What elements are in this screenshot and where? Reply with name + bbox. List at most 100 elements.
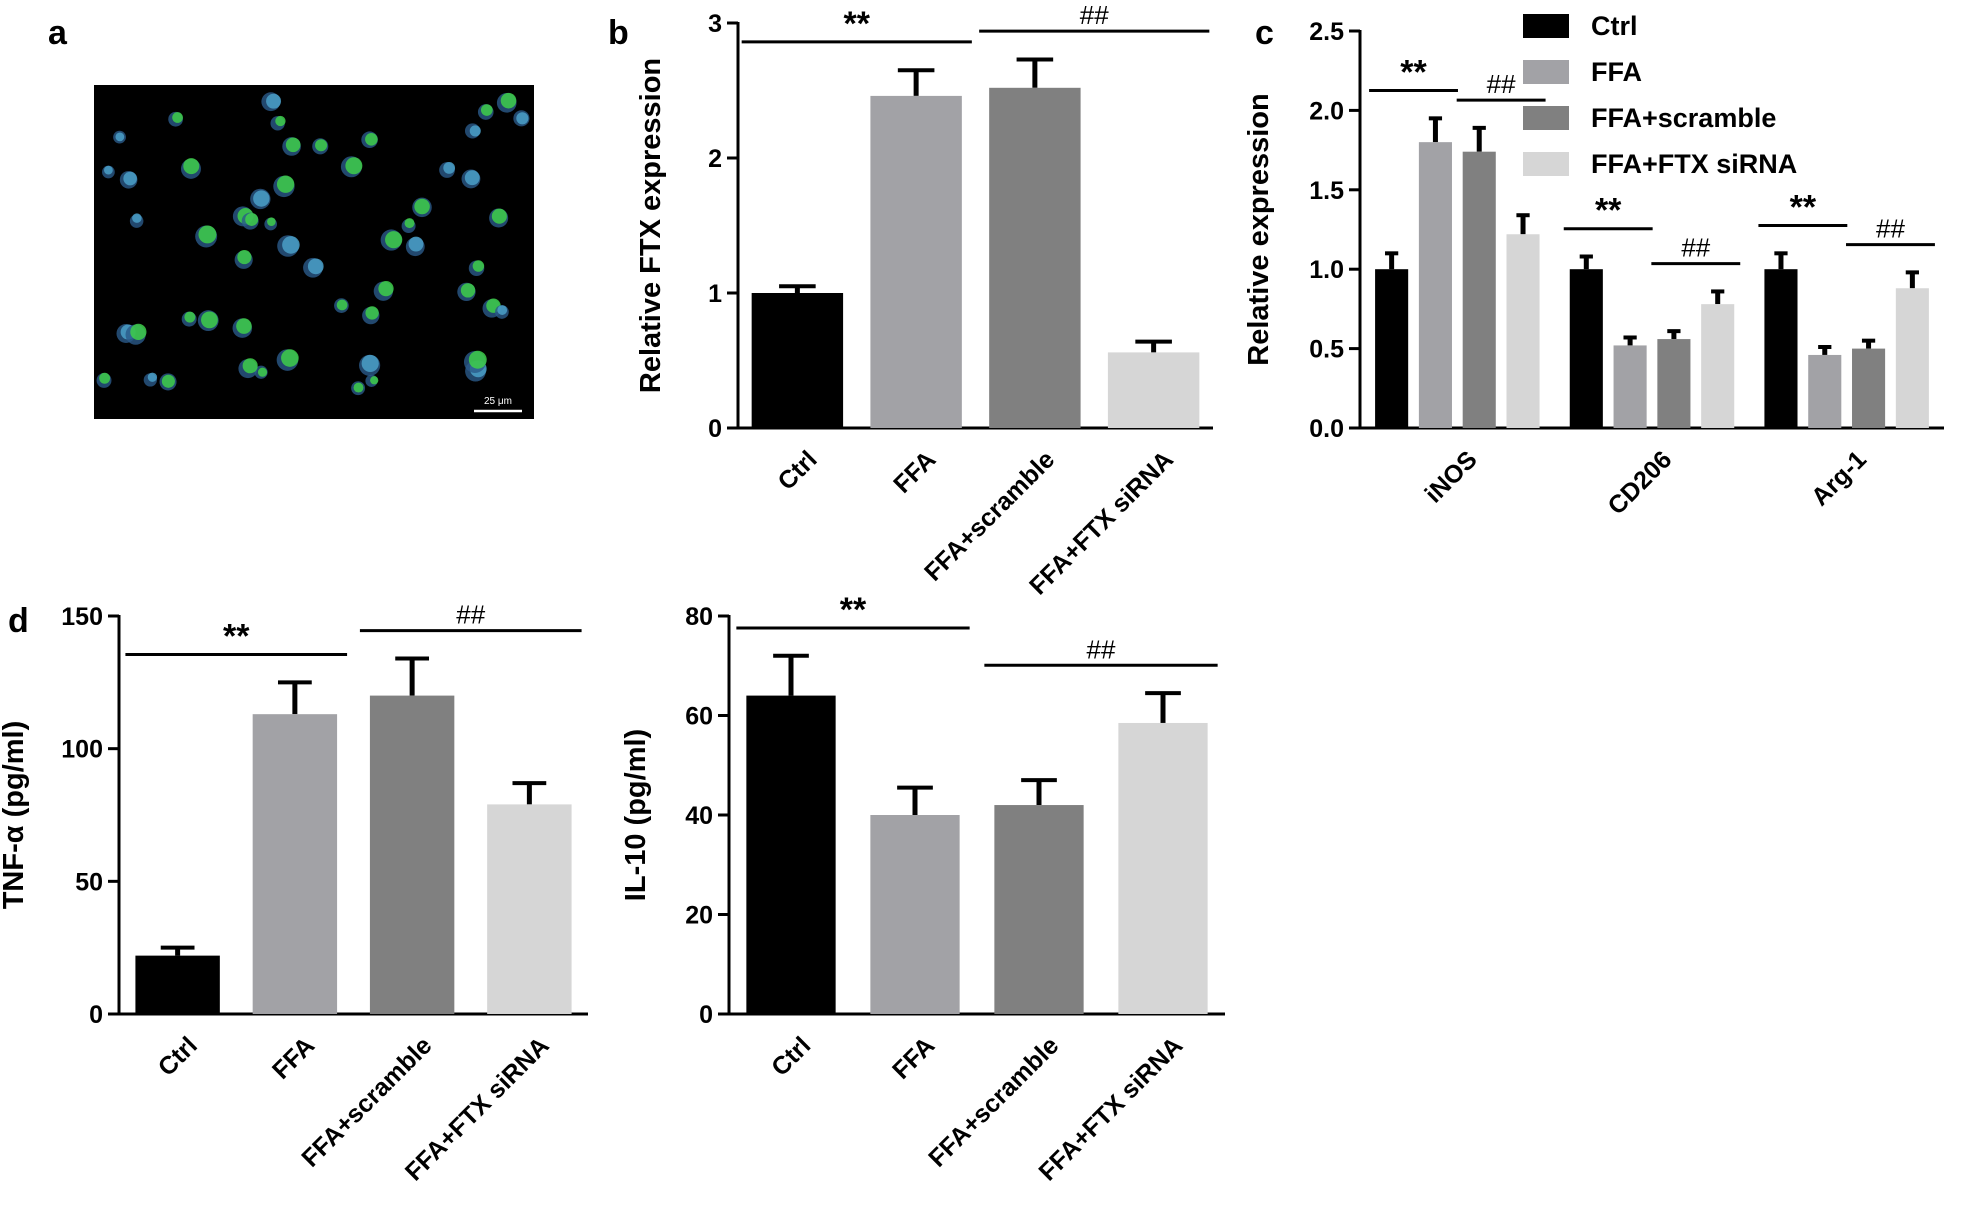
y-tick-label: 3 [708,10,722,38]
y-tick-label: 100 [61,736,103,764]
y-tick-label: 40 [685,802,713,830]
y-tick-label: 2.0 [1309,97,1344,125]
cell [378,280,394,297]
bar [1569,269,1603,428]
y-tick-label: 20 [685,902,713,930]
cell [365,306,379,320]
cell [443,162,456,174]
cell [472,260,485,272]
x-tick-label: FFA+scramble [923,1031,1064,1172]
significance-label: ## [456,600,485,630]
cell [161,374,175,388]
cell [236,318,252,334]
cell [266,93,282,109]
cell [353,382,364,393]
bar [1895,288,1929,428]
bar [252,714,338,1014]
significance-label: ** [840,591,867,629]
cell [242,358,258,374]
cell [201,311,218,329]
legend-swatch [1523,60,1569,84]
legend-swatch [1523,152,1569,176]
x-tick-label: FFA [267,1032,320,1085]
bar [1118,722,1208,1014]
scale-bar-label: 25 μm [484,396,512,407]
cell [282,236,300,254]
y-axis-label: TNF-α (pg/ml) [0,721,30,910]
significance-label: ## [1487,69,1516,99]
significance-label: ** [844,5,871,43]
cell [245,212,259,226]
significance-label: ** [1595,192,1622,230]
cell [132,213,142,223]
panel-label: c [1255,14,1274,52]
bar [1107,352,1200,428]
bar [1462,151,1496,429]
bar [1701,304,1735,428]
cell [307,258,324,275]
y-tick-label: 1 [708,280,722,308]
legend-label: FFA+scramble [1591,103,1776,133]
bar [1418,142,1452,428]
bar [487,804,572,1014]
cell [464,170,480,186]
y-tick-label: 0.0 [1309,415,1344,443]
x-tick-label: Ctrl [766,1032,816,1082]
cell [315,139,328,152]
panel-label: a [48,14,68,52]
cell [198,225,217,244]
cell [414,198,430,215]
bar [1764,269,1798,428]
bar [989,87,1081,429]
y-tick-label: 1.5 [1309,177,1344,205]
legend-label: FFA+FTX siRNA [1591,149,1797,179]
bar [1375,269,1409,428]
y-axis-label: IL-10 (pg/ml) [620,729,652,901]
bar [994,805,1084,1014]
legend-swatch [1523,14,1569,38]
cell [184,311,196,323]
bar [369,695,455,1014]
bar [1613,345,1647,428]
y-tick-label: 0 [708,415,722,443]
x-tick-label: CD206 [1602,446,1677,521]
cell [147,372,158,382]
legend-swatch [1523,106,1569,130]
y-tick-label: 1.0 [1309,256,1344,284]
cell [115,132,125,142]
significance-label: ## [1080,0,1109,30]
significance-label: ** [223,617,250,655]
cell [281,349,299,367]
x-tick-label: Arg-1 [1806,445,1872,511]
cell [345,157,363,175]
cell [370,376,379,385]
x-tick-label: Ctrl [153,1032,203,1082]
y-tick-label: 50 [75,868,103,896]
panel-label: b [608,14,629,52]
cell [385,231,403,249]
cell [336,299,348,311]
y-tick-label: 0 [699,1001,713,1029]
cell [468,350,487,369]
x-tick-label: Ctrl [772,446,822,496]
bar [1657,339,1691,428]
cell [275,115,286,127]
cell [237,250,252,265]
significance-label: ** [1400,54,1427,92]
cell [460,283,476,298]
y-tick-label: 60 [685,703,713,731]
bar [870,95,962,429]
y-tick-label: 80 [685,603,713,631]
cell [500,92,517,109]
legend-label: Ctrl [1591,11,1638,41]
bar [751,293,844,428]
significance-label: ## [1087,634,1116,664]
x-tick-label: FFA [888,446,941,499]
bar [135,955,220,1014]
cell [257,367,268,377]
cell [497,305,508,315]
significance-label: ## [1681,233,1710,263]
cell [253,190,270,207]
